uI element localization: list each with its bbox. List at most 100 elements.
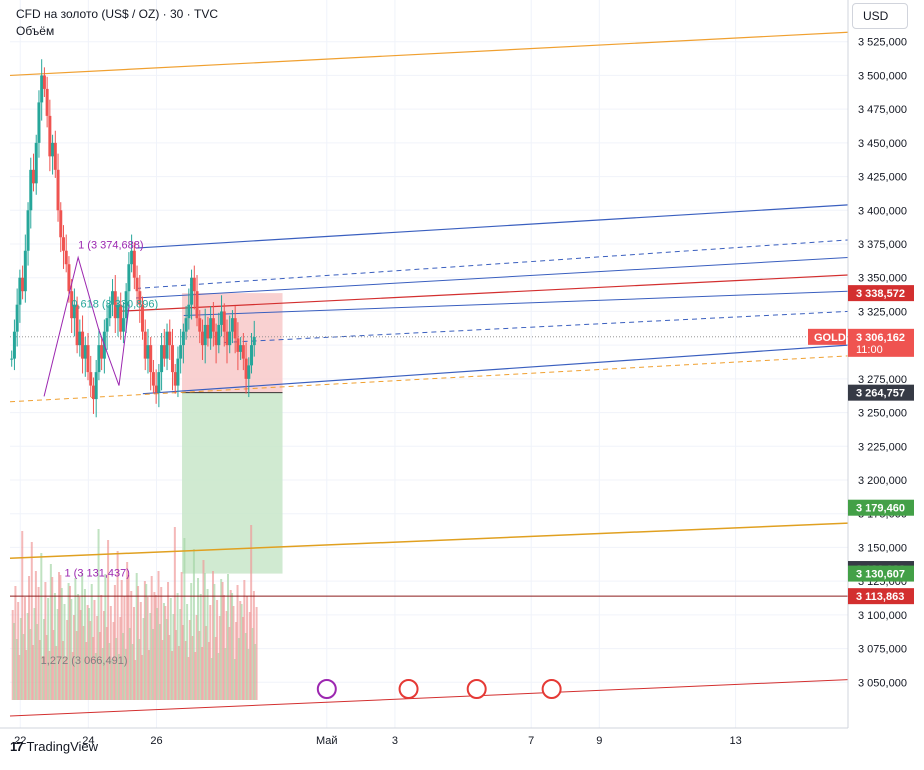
volume-bar (19, 618, 22, 700)
candle-body (75, 304, 79, 346)
candle-body (179, 345, 183, 359)
fib-level-label: 0,618 (3 330,896) (71, 298, 158, 310)
price-tick-label: 3 075,000 (858, 644, 907, 656)
volume-bar (73, 615, 76, 700)
volume-bar (85, 642, 88, 700)
candle-body (64, 250, 68, 265)
volume-bar (191, 636, 194, 700)
volume-bar (113, 585, 116, 700)
candle-body (154, 385, 158, 393)
volume-bar (207, 642, 210, 700)
volume-bar (15, 639, 18, 700)
candle-body (236, 338, 240, 352)
trend-line-red (115, 274, 849, 313)
candle-body (61, 237, 65, 251)
price-tick-label: 3 100,000 (858, 610, 907, 622)
fib-level-label: 1 (3 131,437) (65, 567, 130, 579)
volume-bar (220, 579, 223, 700)
candle-body (206, 324, 210, 339)
volume-indicator-label[interactable]: Объём (16, 24, 55, 38)
tradingview-logo[interactable]: 17 TradingView (10, 739, 98, 754)
candle-body (214, 331, 218, 346)
trend-line-blue (136, 256, 849, 299)
candle-body (192, 277, 196, 292)
candle-body (10, 358, 14, 360)
price-tick-label: 3 275,000 (858, 374, 907, 386)
price-tick-label: 3 375,000 (858, 239, 907, 251)
price-label-text: 3 130,607 (856, 569, 905, 581)
volume-bar (55, 646, 58, 700)
candle-body (56, 169, 60, 211)
volume-bar (127, 575, 130, 700)
brand-name: TradingView (26, 739, 99, 754)
dashed-trend-line (136, 239, 849, 290)
volume-bar (254, 644, 257, 700)
candle-body (124, 291, 128, 319)
fib-level-label: 1,272 (3 066,491) (41, 655, 128, 667)
candle-body (252, 337, 256, 346)
volume-bar (116, 551, 119, 700)
volume-bar (88, 608, 91, 700)
candle-body (239, 345, 243, 352)
candle-body (203, 324, 207, 346)
candle-body (26, 210, 30, 251)
candle-body (195, 291, 199, 319)
volume-bar (119, 617, 122, 700)
volume-bar (195, 615, 198, 700)
currency-button[interactable]: USD (852, 3, 908, 29)
candle-body (70, 291, 74, 319)
time-tick-label: 24 (82, 735, 94, 747)
symbol-title[interactable]: CFD на золото (US$ / OZ) · 30 · TVC (16, 7, 219, 21)
time-tick-label: 9 (596, 735, 602, 747)
volume-bar (96, 616, 99, 700)
volume-bar (81, 573, 84, 700)
volume-bar (202, 560, 205, 700)
volume-bar (134, 660, 137, 700)
candle-body (15, 304, 19, 332)
volume-bar (237, 638, 240, 700)
candle-body (209, 318, 213, 339)
price-tick-label: 3 425,000 (858, 172, 907, 184)
price-tick-label: 3 250,000 (858, 408, 907, 420)
volume-bar (228, 627, 231, 700)
volume-bar (173, 527, 176, 700)
volume-bar (169, 598, 172, 700)
volume-bar (172, 614, 175, 700)
volume-bar (130, 591, 133, 700)
candle-body (217, 324, 221, 346)
volume-bar (71, 652, 74, 700)
candle-body (72, 304, 76, 319)
fib-level-label: 1 (3 374,688) (78, 239, 143, 251)
candle-body (105, 318, 109, 332)
volume-bar (165, 619, 168, 700)
volume-bar (38, 640, 41, 700)
volume-bar (105, 627, 108, 700)
candle-body (53, 142, 57, 170)
trend-line-blue (142, 344, 849, 395)
volume-bar (141, 655, 144, 700)
volume-bar (115, 638, 118, 700)
volume-bar (187, 657, 190, 700)
volume-bar (75, 631, 78, 700)
volume-bar (52, 630, 55, 700)
candle-body (86, 345, 90, 373)
volume-bar (104, 574, 107, 700)
volume-bar (37, 587, 40, 700)
candle-body (83, 345, 87, 359)
volume-bar (168, 635, 171, 700)
price-label-badge (848, 384, 914, 401)
volume-bar (109, 606, 112, 700)
candle-body (173, 372, 177, 386)
trend-line-blue (136, 204, 849, 249)
candle-body (132, 250, 136, 278)
volume-bar (225, 611, 228, 700)
volume-bar (213, 584, 216, 700)
volume-bar (224, 648, 227, 700)
volume-bar (122, 633, 125, 700)
volume-bar (247, 649, 250, 700)
volume-bar (180, 572, 183, 700)
candle-body (162, 345, 166, 359)
volume-bar (198, 631, 201, 700)
